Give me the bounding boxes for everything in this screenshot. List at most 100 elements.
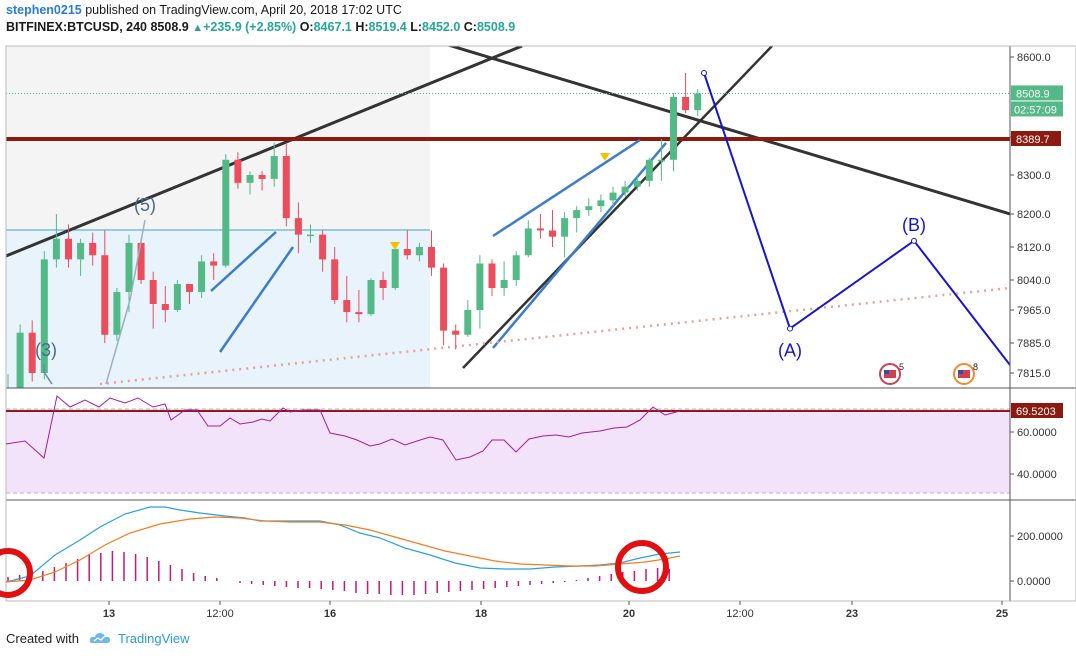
candle-body[interactable] bbox=[246, 175, 254, 183]
macd-tick-label: 200.0000 bbox=[1017, 531, 1063, 543]
highlight-circle-right bbox=[615, 540, 669, 594]
candle-body[interactable] bbox=[464, 310, 472, 335]
time-tick-label: 23 bbox=[846, 608, 858, 620]
candle-body[interactable] bbox=[670, 97, 677, 160]
price-tick-label: 8600.0 bbox=[1017, 52, 1051, 64]
highlight-circle-left bbox=[0, 548, 33, 598]
wave-label-a: (A) bbox=[778, 341, 802, 361]
candle-body[interactable] bbox=[657, 159, 665, 162]
trendline-upper[interactable] bbox=[6, 46, 523, 258]
candle-body[interactable] bbox=[500, 280, 508, 288]
footer: Created with TradingView bbox=[6, 631, 190, 647]
candle-body[interactable] bbox=[161, 304, 169, 310]
published-text: published on TradingView.com, April 20, … bbox=[85, 3, 402, 17]
wave-projection[interactable] bbox=[703, 72, 1010, 366]
candle-body[interactable] bbox=[40, 259, 48, 373]
trendline-descending[interactable] bbox=[445, 44, 1010, 216]
candle-body[interactable] bbox=[379, 280, 387, 288]
tradingview-link[interactable]: TradingView bbox=[118, 631, 190, 646]
candle-body[interactable] bbox=[549, 230, 556, 237]
candle-body[interactable] bbox=[282, 156, 290, 219]
candle-body[interactable] bbox=[488, 263, 496, 289]
chart-canvas[interactable]: (A)(B)(3)(5)5 8 8600.08300.08200.08120.08… bbox=[0, 0, 1076, 630]
candle-body[interactable] bbox=[270, 156, 278, 179]
candle-body[interactable] bbox=[137, 242, 145, 280]
candle-body[interactable] bbox=[16, 332, 24, 388]
symbol-label[interactable]: BITFINEX:BTCUSD, 240 bbox=[6, 20, 147, 34]
candle-body[interactable] bbox=[440, 267, 448, 331]
candle-body[interactable] bbox=[597, 200, 605, 207]
candle-body[interactable] bbox=[258, 175, 266, 179]
candle-body[interactable] bbox=[367, 280, 375, 315]
candle-body[interactable] bbox=[149, 280, 157, 304]
candle-body[interactable] bbox=[28, 332, 36, 373]
time-tick-label: 20 bbox=[623, 608, 635, 620]
candle-body[interactable] bbox=[113, 292, 121, 335]
economic-event-icon[interactable]: 5 bbox=[879, 362, 904, 385]
author-link[interactable]: stephen0215 bbox=[6, 3, 82, 17]
channel-line-3[interactable] bbox=[492, 138, 641, 238]
candle-body[interactable] bbox=[319, 234, 327, 260]
rsi-pane: 69.5203 60.0000 40.0000 bbox=[5, 395, 1063, 481]
candle-body[interactable] bbox=[222, 159, 230, 266]
candle-body[interactable] bbox=[561, 218, 569, 237]
candle-body[interactable] bbox=[65, 238, 72, 260]
macd-histogram bbox=[7, 551, 670, 595]
candle-body[interactable] bbox=[524, 228, 532, 256]
candle-body[interactable] bbox=[694, 93, 702, 111]
price-tick-label: 7815.0 bbox=[1017, 368, 1051, 380]
candle-body[interactable] bbox=[536, 228, 544, 231]
channel-line-1[interactable] bbox=[210, 231, 277, 292]
candle-body[interactable] bbox=[77, 242, 85, 260]
signal-triangle-icon bbox=[600, 153, 610, 161]
candle-body[interactable] bbox=[415, 247, 423, 256]
candle-body[interactable] bbox=[391, 249, 399, 288]
price-change: +235.9 (+2.85%) bbox=[203, 20, 297, 34]
ohlc-open-label: O: bbox=[299, 20, 314, 34]
ohlc-open: 8467.1 bbox=[313, 20, 352, 34]
candle-body[interactable] bbox=[307, 234, 314, 237]
candle-body[interactable] bbox=[125, 242, 133, 292]
candle-body[interactable] bbox=[101, 255, 109, 335]
candle-body[interactable] bbox=[645, 159, 653, 181]
candle-body[interactable] bbox=[355, 312, 363, 315]
candle-body[interactable] bbox=[452, 330, 460, 335]
channel-line-2[interactable] bbox=[218, 246, 295, 353]
resistance-tag bbox=[1011, 131, 1061, 146]
candle-body[interactable] bbox=[512, 255, 520, 280]
candle-body[interactable] bbox=[633, 180, 641, 187]
price-tick-label: 8120.0 bbox=[1017, 242, 1051, 254]
wave-label-5: (5) bbox=[134, 195, 156, 215]
rsi-tick-label: 40.0000 bbox=[1017, 469, 1057, 481]
candle-body[interactable] bbox=[621, 186, 629, 193]
trendline-rising-support[interactable] bbox=[462, 46, 773, 369]
candle-body[interactable] bbox=[234, 159, 242, 183]
candle-body[interactable] bbox=[198, 261, 206, 292]
economic-event-icon[interactable]: 8 bbox=[953, 362, 978, 385]
candle-body[interactable] bbox=[210, 261, 218, 266]
channel-line-4[interactable] bbox=[492, 142, 667, 349]
rsi-tick-label: 60.0000 bbox=[1017, 427, 1057, 439]
candle-body[interactable] bbox=[294, 218, 302, 235]
candle-body[interactable] bbox=[403, 249, 411, 256]
candle-body[interactable] bbox=[428, 247, 435, 268]
candle-body[interactable] bbox=[331, 259, 339, 300]
candle-body[interactable] bbox=[52, 238, 60, 260]
candle-body[interactable] bbox=[573, 210, 581, 219]
created-with-label: Created with bbox=[6, 631, 79, 646]
candle-body[interactable] bbox=[89, 242, 97, 256]
rsi-axis: 69.5203 60.0000 40.0000 bbox=[1010, 403, 1063, 481]
event-count: 5 bbox=[899, 362, 904, 372]
candle-body[interactable] bbox=[585, 206, 593, 211]
candle-body[interactable] bbox=[476, 263, 484, 311]
wave-point bbox=[911, 237, 917, 244]
ohlc-low-label: L: bbox=[410, 20, 423, 34]
candle-body[interactable] bbox=[173, 284, 181, 310]
wave-point bbox=[787, 325, 793, 332]
time-tick-label: 13 bbox=[103, 608, 115, 620]
event-count: 8 bbox=[973, 362, 978, 372]
candle-body[interactable] bbox=[682, 97, 690, 111]
candle-body[interactable] bbox=[343, 300, 351, 313]
candle-body[interactable] bbox=[186, 284, 193, 292]
candle-body[interactable] bbox=[609, 192, 617, 201]
